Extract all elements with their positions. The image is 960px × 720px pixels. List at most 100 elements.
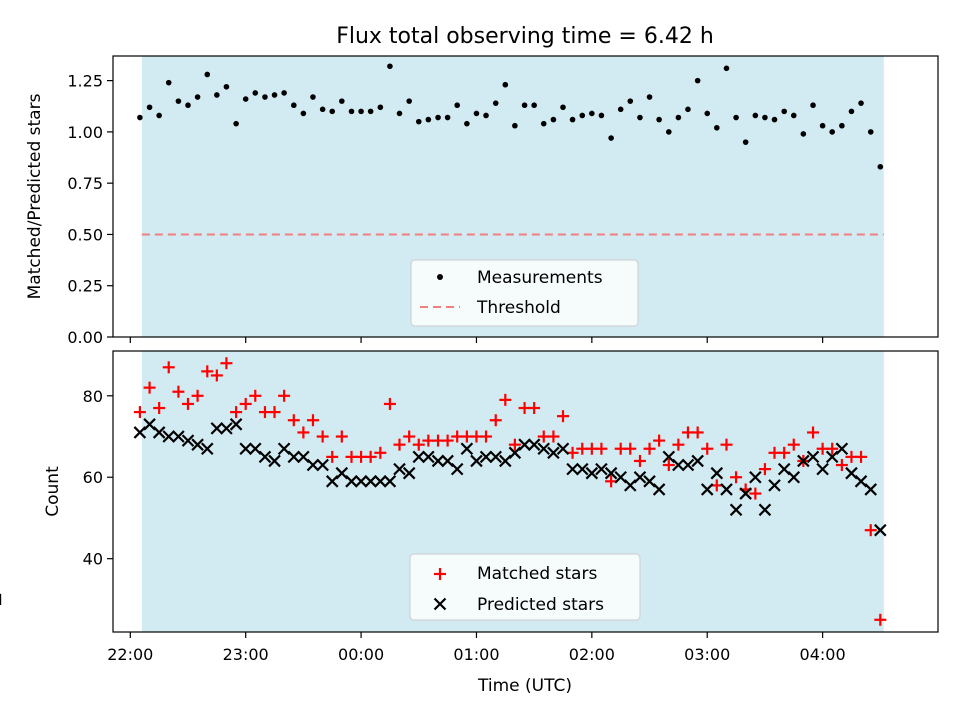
predicted-star-point	[191, 438, 204, 451]
top-x-ticks	[129, 337, 824, 343]
predicted-star-point	[345, 475, 358, 488]
measurement-point	[560, 104, 566, 111]
measurement-point	[579, 112, 586, 119]
measurement-point	[358, 108, 364, 115]
measurement-point	[656, 116, 662, 123]
measurement-point	[714, 124, 720, 131]
y-tick-label: 0.75	[67, 174, 103, 193]
top-y-axis-label: Matched/Predicted stars	[25, 93, 45, 299]
predicted-star-point	[585, 466, 599, 480]
measurement-point	[252, 90, 259, 96]
measurement-point	[617, 106, 624, 113]
measurement-point	[367, 108, 374, 115]
measurement-point	[233, 120, 239, 127]
measurement-point	[291, 102, 297, 109]
matched-star-point	[220, 357, 233, 370]
measurement-point	[454, 102, 460, 109]
measurement-point	[444, 114, 451, 121]
matched-star-point	[633, 454, 646, 467]
predicted-star-point	[537, 442, 551, 456]
predicted-star-point	[604, 466, 618, 480]
predicted-star-point	[229, 418, 243, 431]
predicted-star-point	[220, 422, 233, 435]
matched-star-point	[201, 365, 214, 378]
measurement-point	[771, 116, 778, 123]
measurement-point	[742, 139, 749, 145]
matched-star-point	[691, 426, 704, 439]
predicted-star-point	[720, 483, 733, 496]
matched-star-point	[239, 397, 252, 410]
measurement-point	[569, 116, 576, 123]
legend-measurement-marker	[437, 274, 443, 280]
measurement-point	[704, 110, 711, 117]
matched-star-point	[326, 450, 339, 463]
x-tick-label: 23:00	[223, 645, 269, 664]
y-tick-label: 0.50	[67, 225, 103, 244]
measurement-point	[137, 114, 143, 121]
measurement-point	[781, 108, 787, 115]
measurement-point	[666, 129, 672, 135]
matched-star-point	[268, 406, 281, 419]
matched-star-point	[133, 406, 146, 419]
measurement-point	[348, 108, 355, 115]
measurement-point	[310, 94, 316, 100]
measurement-point	[637, 114, 643, 121]
matched-star-point	[182, 397, 194, 410]
legend-cross-glyph	[433, 597, 447, 611]
predicted-star-point	[479, 450, 493, 464]
predicted-star-point	[431, 454, 445, 468]
x-tick-label: 01:00	[453, 645, 499, 664]
predicted-star-point	[787, 470, 801, 484]
measurement-point	[214, 92, 220, 98]
y-tick-label: 0.25	[67, 277, 103, 296]
matched-star-point	[441, 434, 454, 447]
predicted-star-point	[547, 446, 560, 460]
x-tick-label: 04:00	[800, 645, 846, 664]
matched-star-point	[306, 414, 319, 427]
predicted-star-point	[652, 483, 666, 496]
matched-star-point	[624, 442, 637, 455]
bottom-legend: Matched stars Predicted stars	[409, 553, 641, 621]
matched-star-point	[374, 446, 387, 459]
legend-predicted-label: Predicted stars	[477, 595, 604, 615]
measurement-point	[800, 131, 807, 137]
matched-star-point	[874, 613, 887, 626]
matched-star-point	[412, 438, 425, 451]
legend-measurements-label: Measurements	[477, 268, 603, 288]
matched-star-point	[826, 442, 839, 455]
matched-star-point	[595, 442, 608, 455]
predicted-star-point	[575, 462, 589, 476]
measurement-point	[473, 110, 480, 117]
measurement-points	[137, 63, 884, 170]
x-axis-label: Time (UTC)	[477, 676, 572, 696]
measurement-point	[425, 116, 432, 123]
predicted-star-point	[527, 438, 541, 451]
measurement-point	[464, 120, 470, 127]
predicted-star-point	[393, 462, 406, 476]
measurement-point	[867, 129, 874, 135]
predicted-star-point	[374, 475, 387, 488]
predicted-star-point	[749, 470, 762, 484]
matched-star-point	[172, 385, 185, 398]
predicted-star-point	[364, 475, 377, 488]
measurement-point	[829, 129, 835, 135]
measurement-point	[271, 92, 278, 98]
legend-threshold-label: Threshold	[476, 298, 561, 318]
matched-star-point	[807, 426, 820, 439]
matched-star-point	[749, 487, 762, 500]
measurement-point	[723, 65, 730, 72]
predicted-star-point	[162, 430, 176, 443]
predicted-star-point	[672, 458, 685, 472]
matched-star-point	[383, 397, 396, 410]
matched-stars-points	[133, 357, 887, 626]
matched-star-point	[393, 438, 406, 451]
measurement-point	[415, 118, 422, 125]
predicted-star-point	[758, 503, 772, 517]
predicted-star-point	[835, 442, 849, 456]
measurement-point	[483, 112, 489, 119]
predicted-star-point	[258, 450, 272, 464]
matched-star-point	[720, 438, 733, 451]
bottom-axes-frame	[112, 350, 939, 633]
bottom-panel: 40 60 80 22:00 23:00 00:00 01:00 02:00 03:00 04:…	[0, 350, 939, 696]
